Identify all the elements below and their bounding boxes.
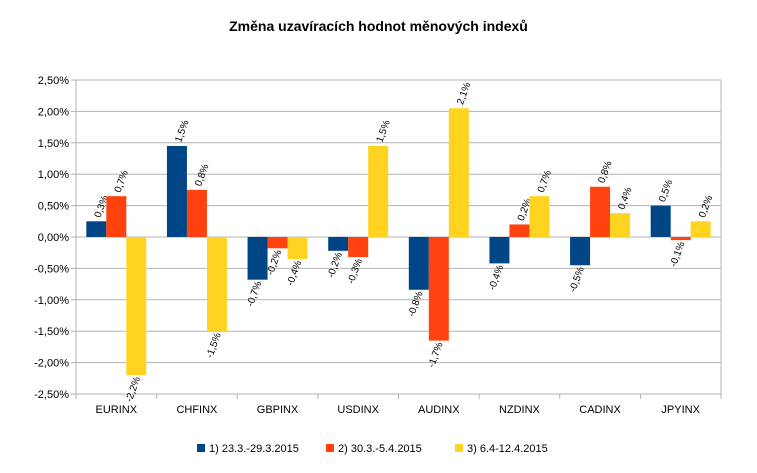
bar — [206, 237, 227, 332]
bar — [529, 196, 550, 237]
bar — [428, 237, 449, 341]
data-label: -0,5% — [568, 265, 587, 293]
x-tick-label: CADINX — [579, 404, 621, 416]
data-label: -0,2% — [326, 251, 345, 279]
y-tick-label: 1,50% — [38, 138, 69, 150]
x-tick-label: EURINX — [96, 404, 138, 416]
y-tick-label: -2,00% — [34, 358, 69, 370]
data-label: -1,5% — [204, 331, 223, 359]
bar — [287, 237, 308, 259]
x-tick-label: JPYINX — [661, 404, 700, 416]
data-label: -0,8% — [406, 290, 425, 318]
bar — [509, 224, 530, 237]
data-label: 0,7% — [536, 169, 554, 194]
bar — [86, 221, 107, 237]
data-label: -0,2% — [265, 248, 284, 276]
data-label: 0,7% — [113, 169, 131, 194]
legend-label: 2) 30.3.-5.4.2015 — [338, 443, 422, 455]
data-label: -2,2% — [124, 375, 143, 403]
y-tick-label: 1,00% — [38, 169, 69, 181]
data-label: -0,1% — [668, 240, 687, 268]
legend-label: 1) 23.3.-29.3.2015 — [209, 443, 299, 455]
x-tick-label: USDINX — [337, 404, 379, 416]
data-label: 1,5% — [375, 119, 393, 144]
bar — [106, 196, 127, 237]
bar — [670, 237, 691, 241]
data-label: 0,4% — [617, 186, 635, 211]
data-label: 2,1% — [455, 81, 473, 106]
bar — [610, 213, 631, 237]
bar — [186, 189, 207, 237]
data-label: 1,5% — [173, 119, 191, 144]
bar — [650, 205, 671, 237]
y-tick-label: -1,00% — [34, 295, 69, 307]
y-tick-label: 2,00% — [38, 106, 69, 118]
data-label: -0,3% — [346, 257, 365, 285]
bar — [267, 237, 288, 249]
x-tick-label: CHFINX — [176, 404, 218, 416]
legend-swatch — [197, 444, 205, 452]
data-label: -1,7% — [426, 341, 445, 369]
legend-label: 3) 6.4-12.4.2015 — [467, 443, 548, 455]
bar — [328, 237, 349, 251]
bar — [690, 221, 711, 237]
data-label: -0,7% — [245, 280, 264, 308]
bar — [570, 237, 591, 266]
bar — [126, 237, 147, 376]
x-tick-label: GBPINX — [257, 404, 299, 416]
legend-swatch — [455, 444, 463, 452]
y-tick-label: 0,00% — [38, 232, 69, 244]
data-label: 0,8% — [193, 163, 211, 188]
bar — [348, 237, 369, 258]
data-label: -0,4% — [487, 264, 506, 292]
x-tick-label: AUDINX — [418, 404, 460, 416]
y-tick-label: 2,50% — [38, 75, 69, 87]
bar — [368, 145, 389, 237]
y-tick-label: -2,50% — [34, 389, 69, 401]
bar — [590, 186, 611, 237]
y-tick-label: -0,50% — [34, 263, 69, 275]
data-label: 0,2% — [697, 194, 715, 219]
bar — [247, 237, 268, 280]
chart-title: Změna uzavíracích hodnot měnových indexů — [229, 18, 528, 34]
y-tick-label: 0,50% — [38, 201, 69, 213]
data-label: 0,5% — [657, 178, 675, 203]
bar — [489, 237, 510, 264]
legend-swatch — [326, 444, 334, 452]
data-label: 0,8% — [597, 160, 615, 185]
bar — [408, 237, 429, 290]
y-tick-label: -1,50% — [34, 326, 69, 338]
bar — [166, 145, 187, 237]
x-tick-label: NZDINX — [499, 404, 541, 416]
data-label: -0,4% — [285, 259, 304, 287]
bar — [448, 108, 469, 237]
